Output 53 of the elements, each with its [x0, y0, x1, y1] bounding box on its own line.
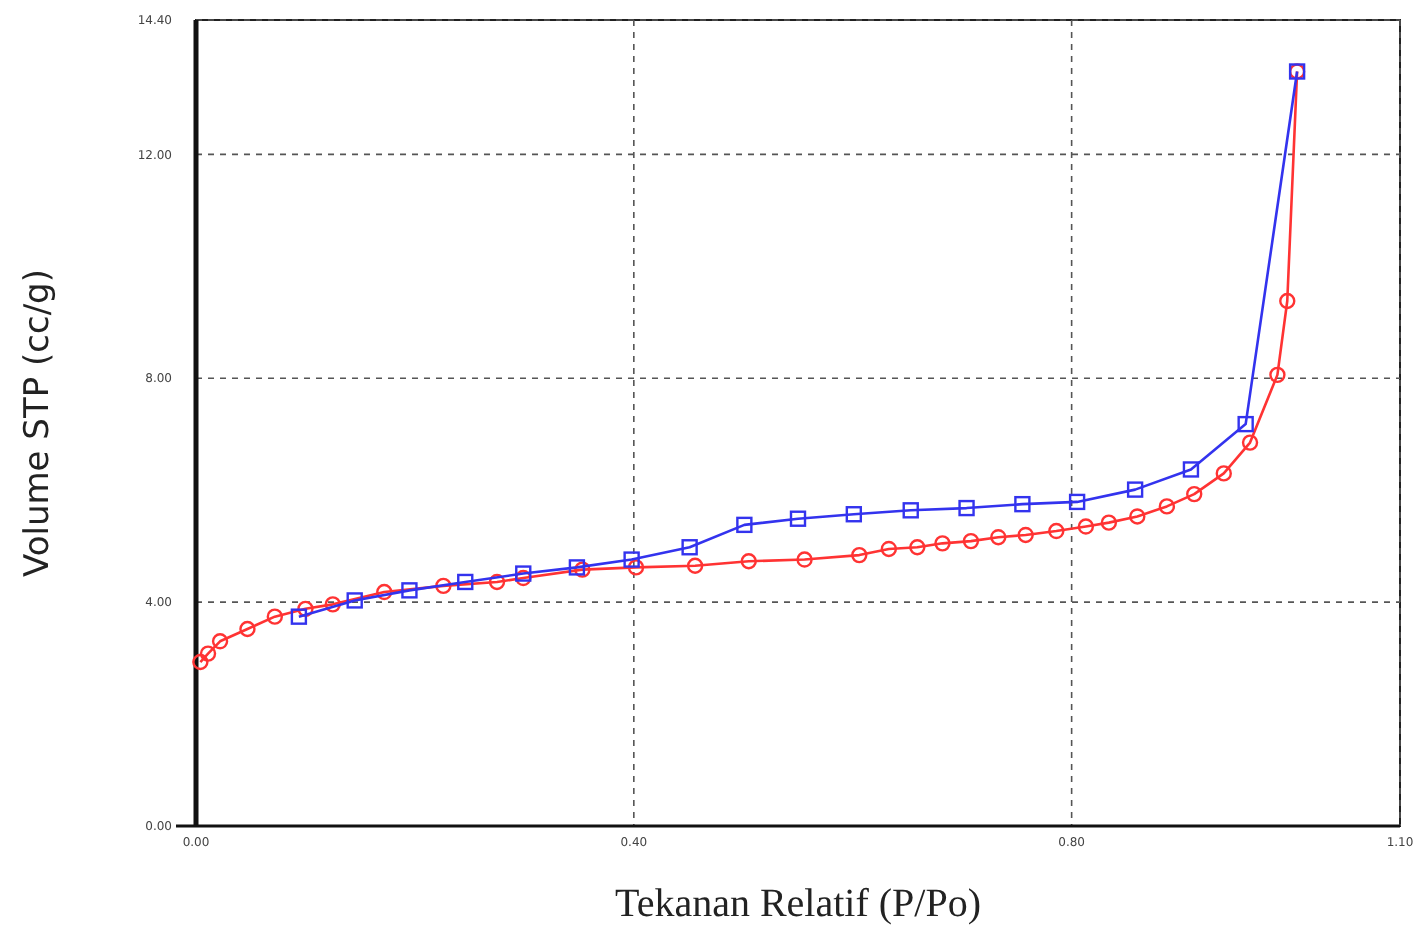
point — [1186, 485, 1203, 503]
point — [909, 539, 926, 556]
point — [488, 573, 506, 591]
point — [1129, 508, 1146, 525]
point — [1017, 526, 1034, 544]
point — [934, 535, 951, 552]
point — [880, 540, 898, 558]
point — [1279, 292, 1296, 310]
point — [457, 573, 474, 591]
point — [958, 499, 975, 517]
point — [1068, 493, 1086, 511]
point — [1182, 461, 1200, 478]
point — [1100, 514, 1118, 531]
point — [376, 583, 393, 601]
point — [239, 620, 256, 638]
point — [1269, 366, 1286, 384]
point — [290, 608, 308, 625]
y-axis-title: Volume STP (cc/g) — [18, 269, 58, 577]
point — [845, 506, 863, 523]
point — [851, 546, 868, 564]
point — [681, 539, 698, 556]
point — [199, 645, 217, 662]
point — [297, 600, 314, 618]
point — [686, 557, 704, 574]
point — [1014, 495, 1031, 513]
x-axis-title: Tekanan Relatif (P/Po) — [615, 882, 981, 926]
point — [962, 532, 980, 550]
point — [1158, 498, 1176, 515]
point — [401, 582, 418, 599]
point — [192, 653, 209, 671]
point — [1241, 434, 1259, 451]
point — [623, 551, 640, 568]
point — [266, 608, 284, 625]
point — [211, 633, 229, 650]
point — [346, 592, 363, 609]
point — [1126, 481, 1144, 498]
point — [1048, 522, 1065, 540]
point — [515, 569, 532, 587]
point — [435, 577, 452, 595]
point — [1077, 518, 1095, 535]
point — [324, 596, 342, 613]
point — [515, 565, 532, 582]
point — [736, 516, 753, 534]
point — [796, 551, 813, 568]
point — [789, 510, 807, 527]
point — [1215, 465, 1232, 482]
point — [740, 553, 757, 570]
point — [627, 559, 645, 576]
point — [902, 502, 919, 519]
point — [574, 561, 591, 578]
point — [568, 559, 586, 576]
point — [1237, 415, 1254, 433]
point — [990, 528, 1007, 546]
